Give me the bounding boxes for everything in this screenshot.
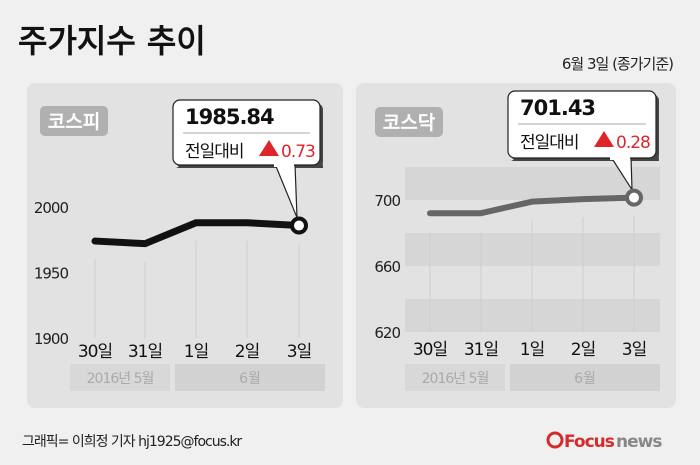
kospi-panel: 코스피 2000 1950 1900 30일 31일 1일 2일 3일 1985.84 전일대비 0… xyxy=(27,83,343,408)
callout-value: 1985.84 xyxy=(185,105,274,129)
svg-text:news: news xyxy=(616,432,662,452)
y-tick-label: 1950 xyxy=(34,265,69,283)
y-tick-label: 660 xyxy=(374,258,400,276)
month-label-june: 6월 xyxy=(574,371,596,387)
y-tick-label: 2000 xyxy=(34,199,69,217)
kosdaq-badge xyxy=(375,107,443,137)
up-triangle-icon xyxy=(594,131,614,147)
x-tick-label: 1일 xyxy=(184,342,208,362)
callout-label: 전일대비 xyxy=(520,133,579,153)
y-tick-label: 620 xyxy=(374,324,400,342)
last-point-marker xyxy=(625,188,643,207)
x-tick-label: 3일 xyxy=(287,342,311,362)
month-bar-may xyxy=(405,364,505,391)
month-bar-may xyxy=(70,364,170,391)
x-tick-label: 30일 xyxy=(413,340,447,360)
callout-change: 0.73 xyxy=(281,142,315,162)
y-tick-label: 700 xyxy=(374,192,400,210)
kospi-name: 코스피 xyxy=(48,111,100,133)
month-bar-june xyxy=(175,364,325,391)
up-triangle-icon xyxy=(259,140,279,156)
x-tick-label: 31일 xyxy=(128,342,162,362)
x-tick-label: 1일 xyxy=(520,340,544,360)
last-point-marker xyxy=(290,216,308,235)
month-label-june: 6월 xyxy=(239,371,261,387)
callout-joint xyxy=(610,156,630,160)
x-tick-label: 2일 xyxy=(571,340,595,360)
month-label-may: 2016년 5월 xyxy=(87,371,154,387)
callout-joint xyxy=(274,163,294,167)
focusnews-logo: Focus news xyxy=(546,431,663,452)
month-label-may: 2016년 5월 xyxy=(422,371,489,387)
y-tick-label: 1900 xyxy=(34,330,69,348)
x-tick-label: 2일 xyxy=(235,342,259,362)
grid-band xyxy=(405,167,660,200)
page-title: 주가지수 추이 xyxy=(18,22,206,60)
x-tick-label: 31일 xyxy=(464,340,498,360)
credit-text: 그래픽= 이희정 기자 hj1925@focus.kr xyxy=(22,434,242,450)
kospi-badge xyxy=(40,106,108,136)
callout-change: 0.28 xyxy=(616,133,650,153)
kosdaq-name: 코스닥 xyxy=(383,112,436,134)
date-note: 6월 3일 (종가기준) xyxy=(562,55,673,73)
month-bar-june xyxy=(510,364,660,391)
callout-value: 701.43 xyxy=(520,96,595,120)
x-tick-label: 3일 xyxy=(622,340,646,360)
x-tick-label: 30일 xyxy=(78,342,112,362)
svg-text:Focus: Focus xyxy=(564,432,615,452)
callout-label: 전일대비 xyxy=(185,142,244,162)
